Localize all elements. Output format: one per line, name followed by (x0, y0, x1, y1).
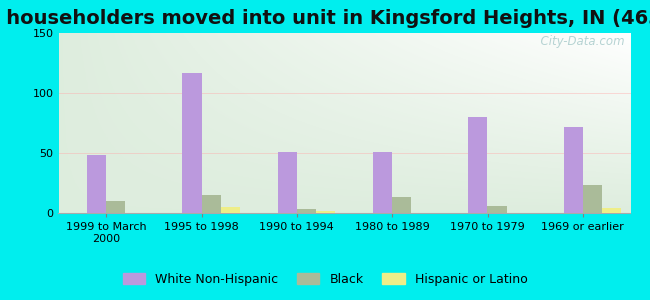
Text: City-Data.com: City-Data.com (533, 35, 625, 48)
Bar (220, 207, 240, 213)
Bar (469, 117, 488, 213)
Bar (106, 201, 125, 213)
Text: Year householders moved into unit in Kingsford Heights, IN (46346): Year householders moved into unit in Kin… (0, 9, 650, 28)
Bar (87, 155, 106, 213)
Bar (564, 127, 583, 213)
Bar (183, 73, 202, 213)
Bar (202, 195, 220, 213)
Bar (602, 208, 621, 213)
Legend: White Non-Hispanic, Black, Hispanic or Latino: White Non-Hispanic, Black, Hispanic or L… (118, 268, 532, 291)
Bar (316, 211, 335, 213)
Bar (278, 152, 297, 213)
Bar (297, 209, 316, 213)
Bar (583, 185, 602, 213)
Bar (392, 197, 411, 213)
Bar (488, 206, 506, 213)
Bar (373, 152, 392, 213)
